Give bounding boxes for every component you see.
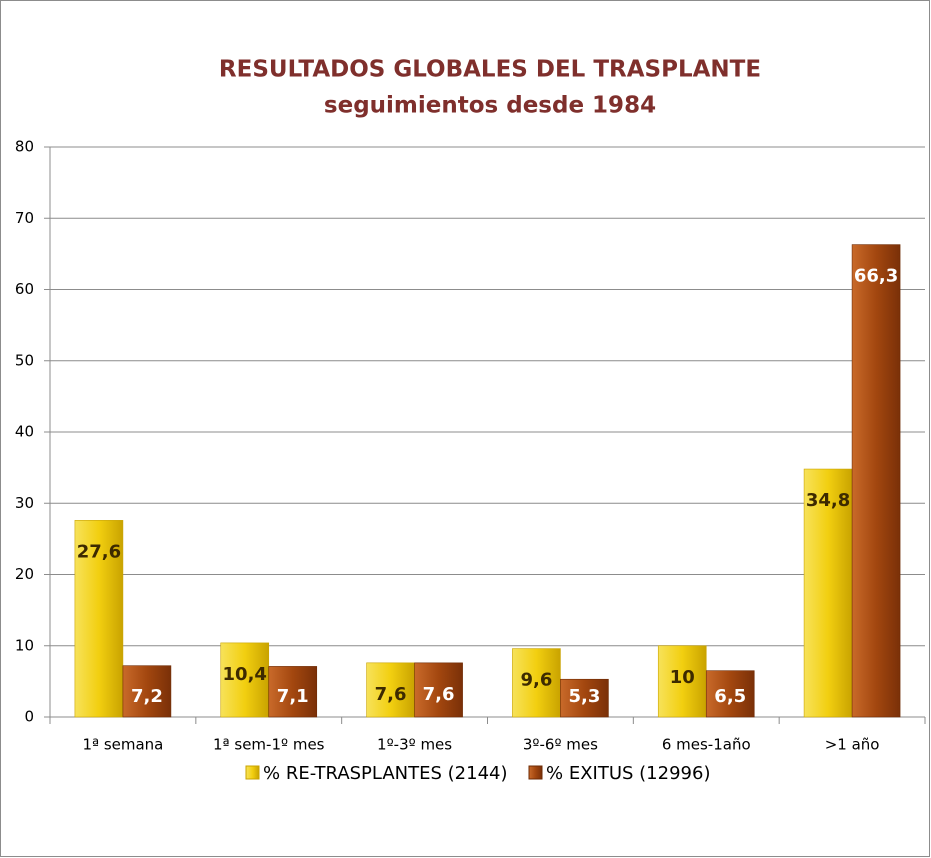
legend-swatch bbox=[528, 765, 543, 780]
y-tick-label: 0 bbox=[24, 708, 34, 726]
y-tick-label: 30 bbox=[15, 494, 34, 512]
value-label: 10,4 bbox=[223, 664, 267, 685]
bar bbox=[705, 670, 755, 718]
bar bbox=[657, 645, 707, 718]
bar bbox=[414, 662, 463, 718]
value-label: 66,3 bbox=[854, 266, 898, 287]
x-tick-label: 1ª semana bbox=[82, 736, 163, 754]
y-tick-label: 60 bbox=[15, 280, 34, 298]
bar bbox=[74, 520, 124, 718]
value-label: 27,6 bbox=[77, 541, 121, 562]
value-label: 34,8 bbox=[806, 490, 850, 511]
bar bbox=[803, 468, 853, 718]
value-label: 6,5 bbox=[714, 686, 746, 707]
legend-label: % RE-TRASPLANTES (2144) bbox=[263, 763, 508, 784]
value-label: 5,3 bbox=[568, 686, 600, 707]
x-tick-label: 6 mes-1año bbox=[662, 736, 751, 754]
value-label: 7,2 bbox=[131, 686, 163, 707]
x-tick-label: 1º-3º mes bbox=[377, 736, 452, 754]
y-tick-label: 10 bbox=[15, 636, 34, 654]
y-tick-label: 80 bbox=[15, 138, 34, 156]
x-tick-label: >1 año bbox=[825, 736, 880, 754]
chart-title: RESULTADOS GLOBALES DEL TRASPLANTE bbox=[219, 57, 761, 83]
y-tick-label: 70 bbox=[15, 209, 34, 227]
bar bbox=[366, 662, 415, 718]
chart-subtitle: seguimientos desde 1984 bbox=[324, 93, 656, 119]
y-tick-label: 20 bbox=[15, 565, 34, 583]
legend-label: % EXITUS (12996) bbox=[546, 763, 710, 784]
bar bbox=[268, 666, 318, 718]
value-label: 10 bbox=[670, 667, 695, 688]
y-tick-label: 50 bbox=[15, 351, 34, 369]
bar bbox=[560, 678, 609, 718]
bar bbox=[851, 244, 901, 718]
value-label: 7,6 bbox=[375, 684, 407, 705]
bar bbox=[220, 642, 270, 718]
value-label: 9,6 bbox=[520, 670, 552, 691]
value-label: 7,1 bbox=[277, 686, 309, 707]
value-label: 7,6 bbox=[423, 684, 455, 705]
x-tick-label: 3º-6º mes bbox=[523, 736, 598, 754]
bar bbox=[122, 665, 172, 718]
bar bbox=[512, 648, 561, 718]
legend-swatch bbox=[245, 765, 260, 780]
y-tick-label: 40 bbox=[15, 423, 34, 441]
x-tick-label: 1ª sem-1º mes bbox=[213, 736, 325, 754]
